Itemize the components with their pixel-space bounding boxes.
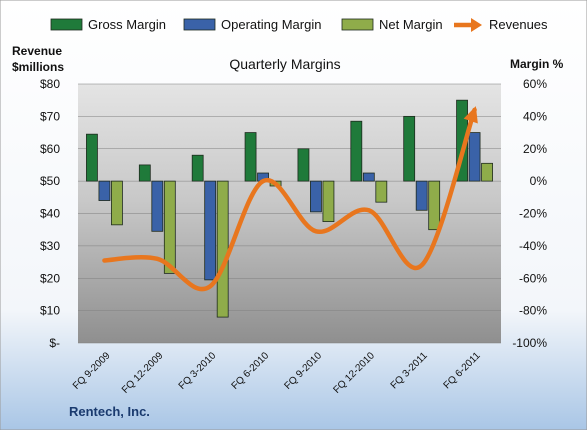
left-tick-label: $30 bbox=[40, 239, 60, 253]
legend-swatch bbox=[341, 18, 374, 31]
left-tick-label: $50 bbox=[40, 174, 60, 188]
legend-swatch bbox=[50, 18, 83, 31]
legend-item-net-margin: Net Margin bbox=[341, 17, 443, 32]
left-axis-label-line1: Revenue bbox=[12, 44, 62, 58]
left-tick-label: $60 bbox=[40, 142, 60, 156]
left-tick-label: $80 bbox=[40, 77, 60, 91]
right-tick-label: 0% bbox=[530, 174, 548, 188]
left-tick-label: $10 bbox=[40, 304, 60, 318]
bar-operating-margin bbox=[151, 180, 164, 232]
right-axis-label: Margin % bbox=[510, 57, 564, 71]
right-tick-label: 40% bbox=[523, 109, 547, 123]
legend-item-gross-margin: Gross Margin bbox=[50, 17, 166, 32]
right-tick-label: -40% bbox=[519, 239, 547, 253]
bar-operating-margin bbox=[310, 180, 322, 213]
chart-title: Quarterly Margins bbox=[229, 56, 340, 72]
right-tick-label: -60% bbox=[519, 271, 547, 285]
legend-swatch bbox=[183, 18, 216, 31]
right-tick-label: -20% bbox=[519, 207, 547, 221]
bar-gross-margin bbox=[244, 132, 257, 182]
right-tick-label: 20% bbox=[523, 142, 547, 156]
bar-operating-margin bbox=[468, 132, 481, 182]
bar-net-margin bbox=[481, 162, 493, 182]
legend-label: Net Margin bbox=[379, 17, 443, 32]
legend-label: Revenues bbox=[489, 17, 548, 32]
legend-item-operating-margin: Operating Margin bbox=[183, 17, 321, 32]
revenue-line bbox=[102, 107, 477, 292]
left-tick-label: $20 bbox=[40, 271, 60, 285]
legend-item-revenues: Revenues bbox=[454, 17, 548, 32]
bar-operating-margin bbox=[415, 180, 428, 211]
legend-label: Gross Margin bbox=[88, 17, 166, 32]
left-tick-label: $70 bbox=[40, 109, 60, 123]
right-tick-label: -100% bbox=[512, 336, 547, 350]
bar-operating-margin bbox=[98, 180, 111, 201]
bar-gross-margin bbox=[297, 148, 310, 182]
legend-arrow bbox=[471, 18, 482, 32]
left-axis-label-line2: $millions bbox=[12, 60, 64, 74]
bar-net-margin bbox=[111, 180, 123, 226]
bar-net-margin bbox=[428, 180, 441, 231]
bar-net-margin bbox=[322, 180, 335, 222]
left-tick-label: $40 bbox=[40, 207, 60, 221]
right-tick-label: -80% bbox=[519, 304, 547, 318]
left-tick-label: $- bbox=[49, 336, 60, 350]
bar-net-margin bbox=[163, 180, 176, 274]
revenue-line-arrowhead bbox=[463, 106, 478, 124]
legend-label: Operating Margin bbox=[221, 17, 321, 32]
bar-net-margin bbox=[375, 180, 388, 203]
footer-company: Rentech, Inc. bbox=[69, 404, 150, 419]
bar-gross-margin bbox=[191, 154, 204, 182]
bar-gross-margin bbox=[138, 164, 151, 182]
bar-operating-margin bbox=[204, 180, 217, 281]
bar-gross-margin bbox=[86, 133, 98, 182]
right-tick-label: 60% bbox=[523, 77, 547, 91]
bar-net-margin bbox=[216, 180, 229, 318]
bar-gross-margin bbox=[350, 120, 363, 182]
bar-gross-margin bbox=[403, 115, 416, 182]
bar-operating-margin bbox=[362, 172, 375, 182]
